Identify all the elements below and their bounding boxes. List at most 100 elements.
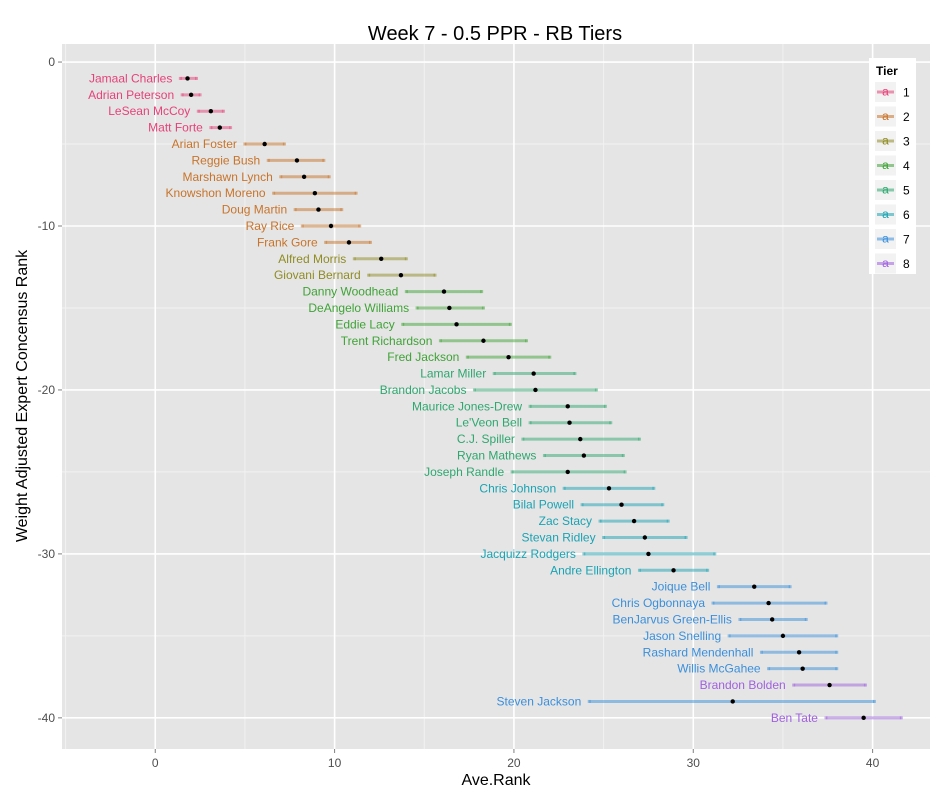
data-point: [646, 551, 651, 557]
data-point: [301, 174, 307, 180]
data-point: [827, 682, 832, 688]
plot-panel: [62, 44, 930, 749]
y-tick-label: -40: [38, 711, 56, 725]
data-point: [578, 436, 583, 442]
y-tick-label: -20: [38, 383, 56, 397]
player-label: Brandon Jacobs: [380, 383, 467, 397]
legend-items: a 1a 2a 3a 4a 5a 6a 7a 8: [875, 82, 910, 274]
player-label: LeSean McCoy: [108, 104, 190, 118]
player-label: Matt Forte: [148, 121, 203, 135]
player-label: Adrian Peterson: [88, 88, 174, 102]
player-label: Ryan Mathews: [457, 449, 536, 463]
data-point: [188, 92, 194, 98]
player-label: Steven Jackson: [497, 694, 582, 708]
player-label: Jacquizz Rodgers: [480, 547, 575, 561]
player-label: Reggie Bush: [192, 153, 261, 167]
error-bars: [178, 76, 903, 720]
legend-label: 6: [903, 208, 910, 222]
player-label: Eddie Lacy: [335, 317, 394, 331]
player-label: Brandon Bolden: [700, 678, 786, 692]
legend-key-glyph: a: [882, 183, 889, 197]
data-point: [217, 125, 223, 130]
data-point: [346, 240, 352, 245]
data-point: [800, 666, 805, 671]
player-label: Frank Gore: [257, 235, 318, 249]
data-point: [398, 272, 404, 278]
player-label: Marshawn Lynch: [183, 170, 273, 184]
player-label: Andre Ellington: [550, 563, 631, 577]
player-label: Giovani Bernard: [274, 268, 361, 282]
player-labels: Jamaal Charles Adrian Peterson LeSean McCo…: [88, 71, 818, 724]
legend-title: Tier: [876, 64, 898, 78]
y-axis-title: Weight Adjusted Expert Concensus Rank: [14, 249, 31, 542]
legend-label: 7: [903, 233, 910, 247]
data-point: [481, 338, 486, 343]
data-point: [766, 600, 771, 606]
data-point: [861, 715, 866, 721]
x-axis: 0 10 20 30 40: [152, 749, 880, 770]
player-label: C.J. Spiller: [457, 432, 515, 446]
grid-major: [62, 44, 930, 749]
legend: Tier a 1a 2a 3a 4a 5a 6a 7a 8: [869, 58, 916, 274]
data-point: [730, 699, 735, 704]
x-tick-label: 40: [866, 756, 880, 770]
data-point: [780, 633, 786, 639]
player-label: Trent Richardson: [341, 334, 433, 348]
x-axis-title: Ave.Rank: [461, 772, 531, 789]
x-tick-label: 20: [507, 756, 521, 770]
data-point: [796, 650, 802, 655]
legend-label: 1: [903, 86, 910, 100]
data-point: [531, 371, 536, 376]
data-point: [447, 305, 452, 311]
player-label: Knowshon Moreno: [166, 186, 266, 200]
data-point: [506, 354, 511, 360]
data-point: [631, 518, 637, 524]
player-label: Joique Bell: [652, 580, 711, 594]
y-tick-label: 0: [48, 55, 55, 69]
player-label: Stevan Ridley: [522, 531, 596, 545]
data-point: [642, 535, 648, 540]
player-label: Ray Rice: [246, 219, 295, 233]
player-label: Danny Woodhead: [302, 285, 398, 299]
player-label: Bilal Powell: [513, 498, 574, 512]
data-point: [606, 486, 612, 491]
player-label: Zac Stacy: [539, 514, 592, 528]
legend-key-glyph: a: [882, 256, 889, 270]
data-point: [769, 617, 775, 622]
player-label: Jamaal Charles: [89, 71, 172, 85]
data-point: [567, 420, 572, 425]
player-label: Joseph Randle: [424, 465, 504, 479]
data-point: [185, 76, 190, 81]
data-point: [294, 158, 300, 163]
player-label: Willis McGahee: [677, 662, 761, 676]
x-tick-label: 0: [152, 756, 159, 770]
legend-key-glyph: a: [882, 158, 889, 172]
data-point: [581, 453, 587, 458]
legend-key-glyph: a: [882, 85, 889, 99]
player-label: Ben Tate: [771, 711, 818, 725]
legend-label: 8: [903, 257, 910, 271]
player-label: Chris Ogbonnaya: [612, 596, 706, 610]
data-point: [316, 207, 321, 212]
chart-title: Week 7 - 0.5 PPR - RB Tiers: [368, 23, 622, 45]
points: [185, 76, 866, 721]
player-label: Chris Johnson: [479, 481, 556, 495]
legend-key-glyph: a: [882, 232, 889, 246]
data-point: [533, 387, 538, 393]
player-label: Fred Jackson: [387, 350, 459, 364]
legend-key-glyph: a: [882, 207, 889, 221]
data-point: [379, 256, 384, 261]
data-point: [619, 502, 624, 507]
legend-label: 2: [903, 110, 910, 124]
player-label: Doug Martin: [222, 203, 287, 217]
player-label: Rashard Mendenhall: [643, 645, 754, 659]
data-point: [752, 584, 757, 589]
player-label: DeAngelo Williams: [308, 301, 409, 315]
player-label: Maurice Jones-Drew: [412, 399, 522, 413]
data-point: [208, 109, 214, 114]
y-axis: 0 -10 -20 -30 -40: [38, 55, 62, 725]
data-point: [262, 141, 267, 147]
player-label: BenJarvus Green-Ellis: [613, 612, 732, 626]
legend-label: 3: [903, 135, 910, 149]
